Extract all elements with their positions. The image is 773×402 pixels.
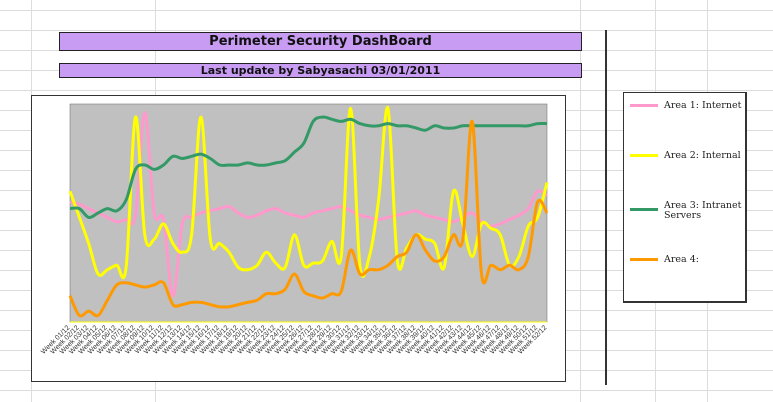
grid-row-line [0,30,773,31]
grid-row-line [0,90,773,91]
last-update-banner: Last update by Sabyasachi 03/01/2011 [59,63,582,78]
legend-label: Area 2: Internal [664,150,741,161]
grid-row-line [0,390,773,391]
legend-label: Area 3: Intranet Servers [664,200,742,221]
grid-row-line [0,10,773,11]
legend-swatch [630,104,658,107]
dashboard-title-banner: Perimeter Security DashBoard [59,32,582,51]
legend-swatch [630,258,658,261]
legend-label: Area 4: [664,254,699,265]
series-layer [68,106,549,318]
chart-frame[interactable]: Week 01/12 Week 02/12 Week 03/12 Week 04/12… [31,95,566,382]
legend-label: Area 1: Internet [664,100,742,111]
grid-col-line [580,0,581,402]
series-line-4[interactable] [68,119,549,318]
legend-swatch [630,154,658,157]
pane-divider [605,30,607,385]
legend-swatch [630,208,658,211]
dashboard-title: Perimeter Security DashBoard [209,34,432,49]
last-update-text: Last update by Sabyasachi 03/01/2011 [200,64,441,77]
chart-legend[interactable]: Area 1: Internet Area 2: Internal Area 3… [623,92,747,303]
series-line-3[interactable] [69,115,548,219]
